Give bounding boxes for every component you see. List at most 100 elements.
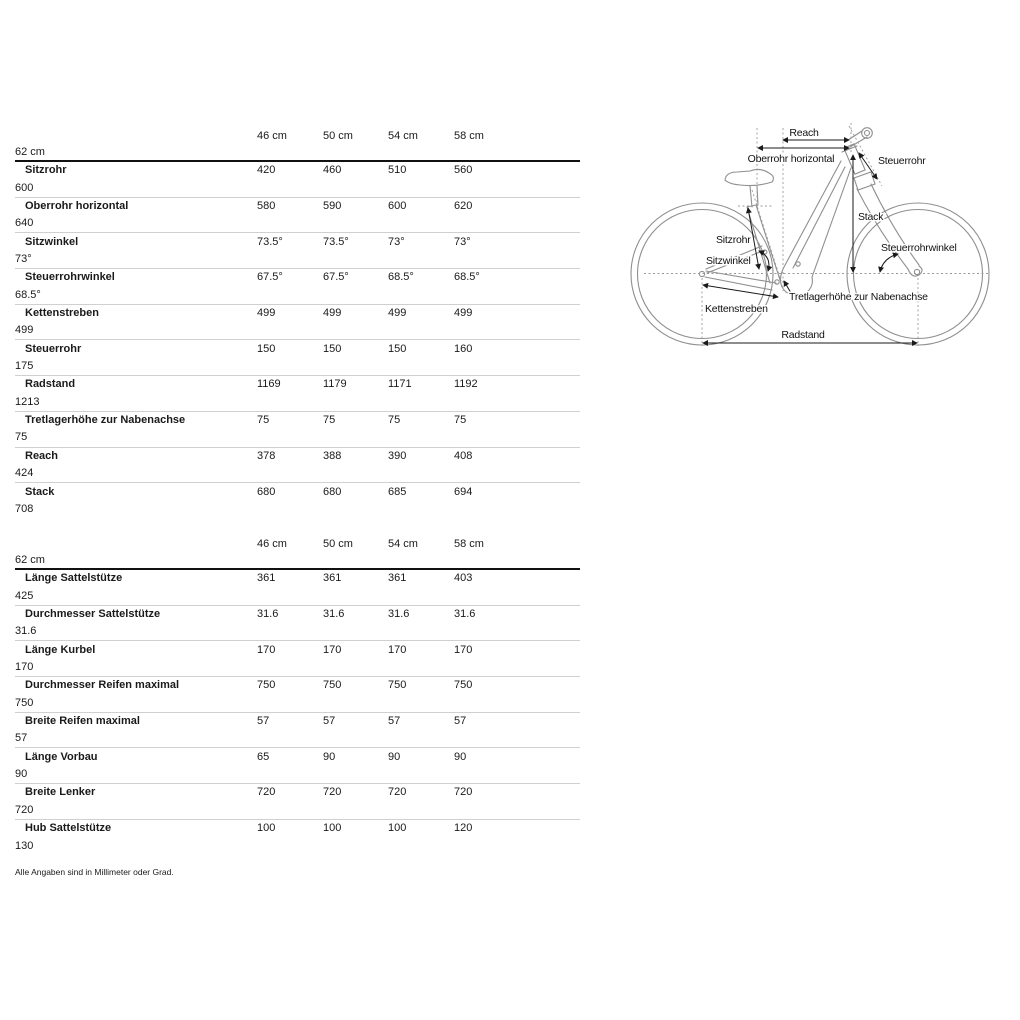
bike-geometry-diagram: Reach Oberrohr horizontal Steuerrohr Sta… [630,123,990,346]
cell-value: 67.5° [257,271,283,284]
row-label: Oberrohr horizontal [25,199,129,212]
table-header-row: 46 cm 50 cm 54 cm 58 cm 62 cm [15,537,580,570]
cell-value: 694 [454,485,473,498]
cell-value: 499 [15,324,34,337]
cell-value: 600 [388,199,407,212]
cell-value: 720 [388,786,407,799]
cell-value: 170 [15,660,34,673]
cell-value: 750 [15,696,34,709]
row-label: Stack [25,485,55,498]
cell-value: 160 [454,342,473,355]
cell-value: 750 [388,679,407,692]
cell-value: 100 [388,822,407,835]
row-label: Länge Vorbau [25,750,98,763]
column-header: 58 cm [454,538,484,551]
cell-value: 750 [454,679,473,692]
row-label: Hub Sattelstütze [25,822,112,835]
cell-value: 170 [257,643,276,656]
table-row: Kettenstreben 499 499 499 499 499 [15,305,580,341]
cell-value: 73° [388,235,405,248]
table-row: Hub Sattelstütze 100 100 100 120 130 [15,820,580,856]
row-label: Reach [25,449,59,462]
units-footnote: Alle Angaben sind in Millimeter oder Gra… [15,867,174,877]
diagram-label-radstand: Radstand [781,329,825,341]
cell-value: 499 [388,306,407,319]
cell-value: 1179 [323,378,347,391]
cell-value: 403 [454,572,473,585]
cell-value: 31.6 [454,607,476,620]
row-label: Breite Reifen maximal [25,714,140,727]
cell-value: 100 [323,822,342,835]
cell-value: 73° [454,235,471,248]
cell-value: 31.6 [323,607,345,620]
row-label: Sitzrohr [25,164,67,177]
row-label: Durchmesser Reifen maximal [25,679,180,692]
cell-value: 90 [15,767,28,780]
cell-value: 499 [323,306,342,319]
column-header: 54 cm [388,538,418,551]
saddle [724,168,774,187]
table-row: Steuerrohr 150 150 150 160 175 [15,340,580,377]
cell-value: 31.6 [257,607,279,620]
cell-value: 680 [323,485,342,498]
cell-value: 390 [388,449,407,462]
diagram-label-reach: Reach [789,127,819,139]
cell-value: 75 [257,413,270,426]
cell-value: 31.6 [15,625,37,638]
cell-value: 499 [454,306,473,319]
table-row: Durchmesser Reifen maximal 750 750 750 750 75… [15,677,580,713]
cell-value: 100 [257,822,276,835]
cell-value: 67.5° [323,271,349,284]
cell-value: 175 [15,359,34,372]
cell-value: 361 [388,572,407,585]
cell-value: 378 [257,449,276,462]
cell-value: 680 [257,485,276,498]
row-label: Tretlagerhöhe zur Nabenachse [25,413,186,426]
cell-value: 640 [15,217,34,230]
steuerrohrwinkel-arc [878,252,899,273]
table-row: Durchmesser Sattelstütze 31.6 31.6 31.6 31.6… [15,606,580,642]
column-header: 54 cm [388,130,418,143]
diagram-label-steuerrohrwinkel: Steuerrohrwinkel [881,242,957,254]
row-label: Länge Sattelstütze [25,572,123,585]
cell-value: 408 [454,449,473,462]
cell-value: 1192 [454,378,478,391]
cell-value: 120 [454,822,473,835]
cell-value: 720 [323,786,342,799]
cell-value: 420 [257,164,276,177]
cell-value: 75 [454,413,467,426]
cell-value: 68.5° [15,288,41,301]
cell-value: 65 [257,750,270,763]
table-row: Steuerrohrwinkel 67.5° 67.5° 68.5° 68.5° 68.5… [15,269,580,305]
diagram-label-stack: Stack [858,211,884,223]
cell-value: 720 [15,803,34,816]
cell-value: 150 [323,342,342,355]
cell-value: 170 [388,643,407,656]
diagram-label-sitzrohr: Sitzrohr [716,234,751,246]
column-header: 62 cm [15,553,45,566]
cell-value: 720 [257,786,276,799]
table-header-row: 46 cm 50 cm 54 cm 58 cm 62 cm [15,129,580,162]
guide-lines [644,123,988,346]
cell-value: 31.6 [388,607,410,620]
cell-value: 73.5° [323,235,349,248]
table-row: Länge Kurbel 170 170 170 170 170 [15,641,580,678]
table-row: Sitzwinkel 73.5° 73.5° 73° 73° 73° [15,233,580,270]
cell-value: 57 [15,732,28,745]
cell-value: 68.5° [388,271,414,284]
cell-value: 425 [15,589,34,602]
cell-value: 68.5° [454,271,480,284]
diagram-label-oberrohr: Oberrohr horizontal [748,153,835,165]
diagram-label-kettenstreben: Kettenstreben [705,303,768,315]
cell-value: 750 [257,679,276,692]
cell-value: 90 [323,750,336,763]
column-header: 58 cm [454,130,484,143]
cell-value: 170 [323,643,342,656]
cell-value: 1169 [257,378,281,391]
cell-value: 90 [454,750,467,763]
cell-value: 75 [15,431,28,444]
diagram-label-tretlagerhoehe: Tretlagerhöhe zur Nabenachse [789,291,928,303]
cell-value: 620 [454,199,473,212]
cell-value: 361 [323,572,342,585]
steuerrohr-dimension [858,152,878,180]
